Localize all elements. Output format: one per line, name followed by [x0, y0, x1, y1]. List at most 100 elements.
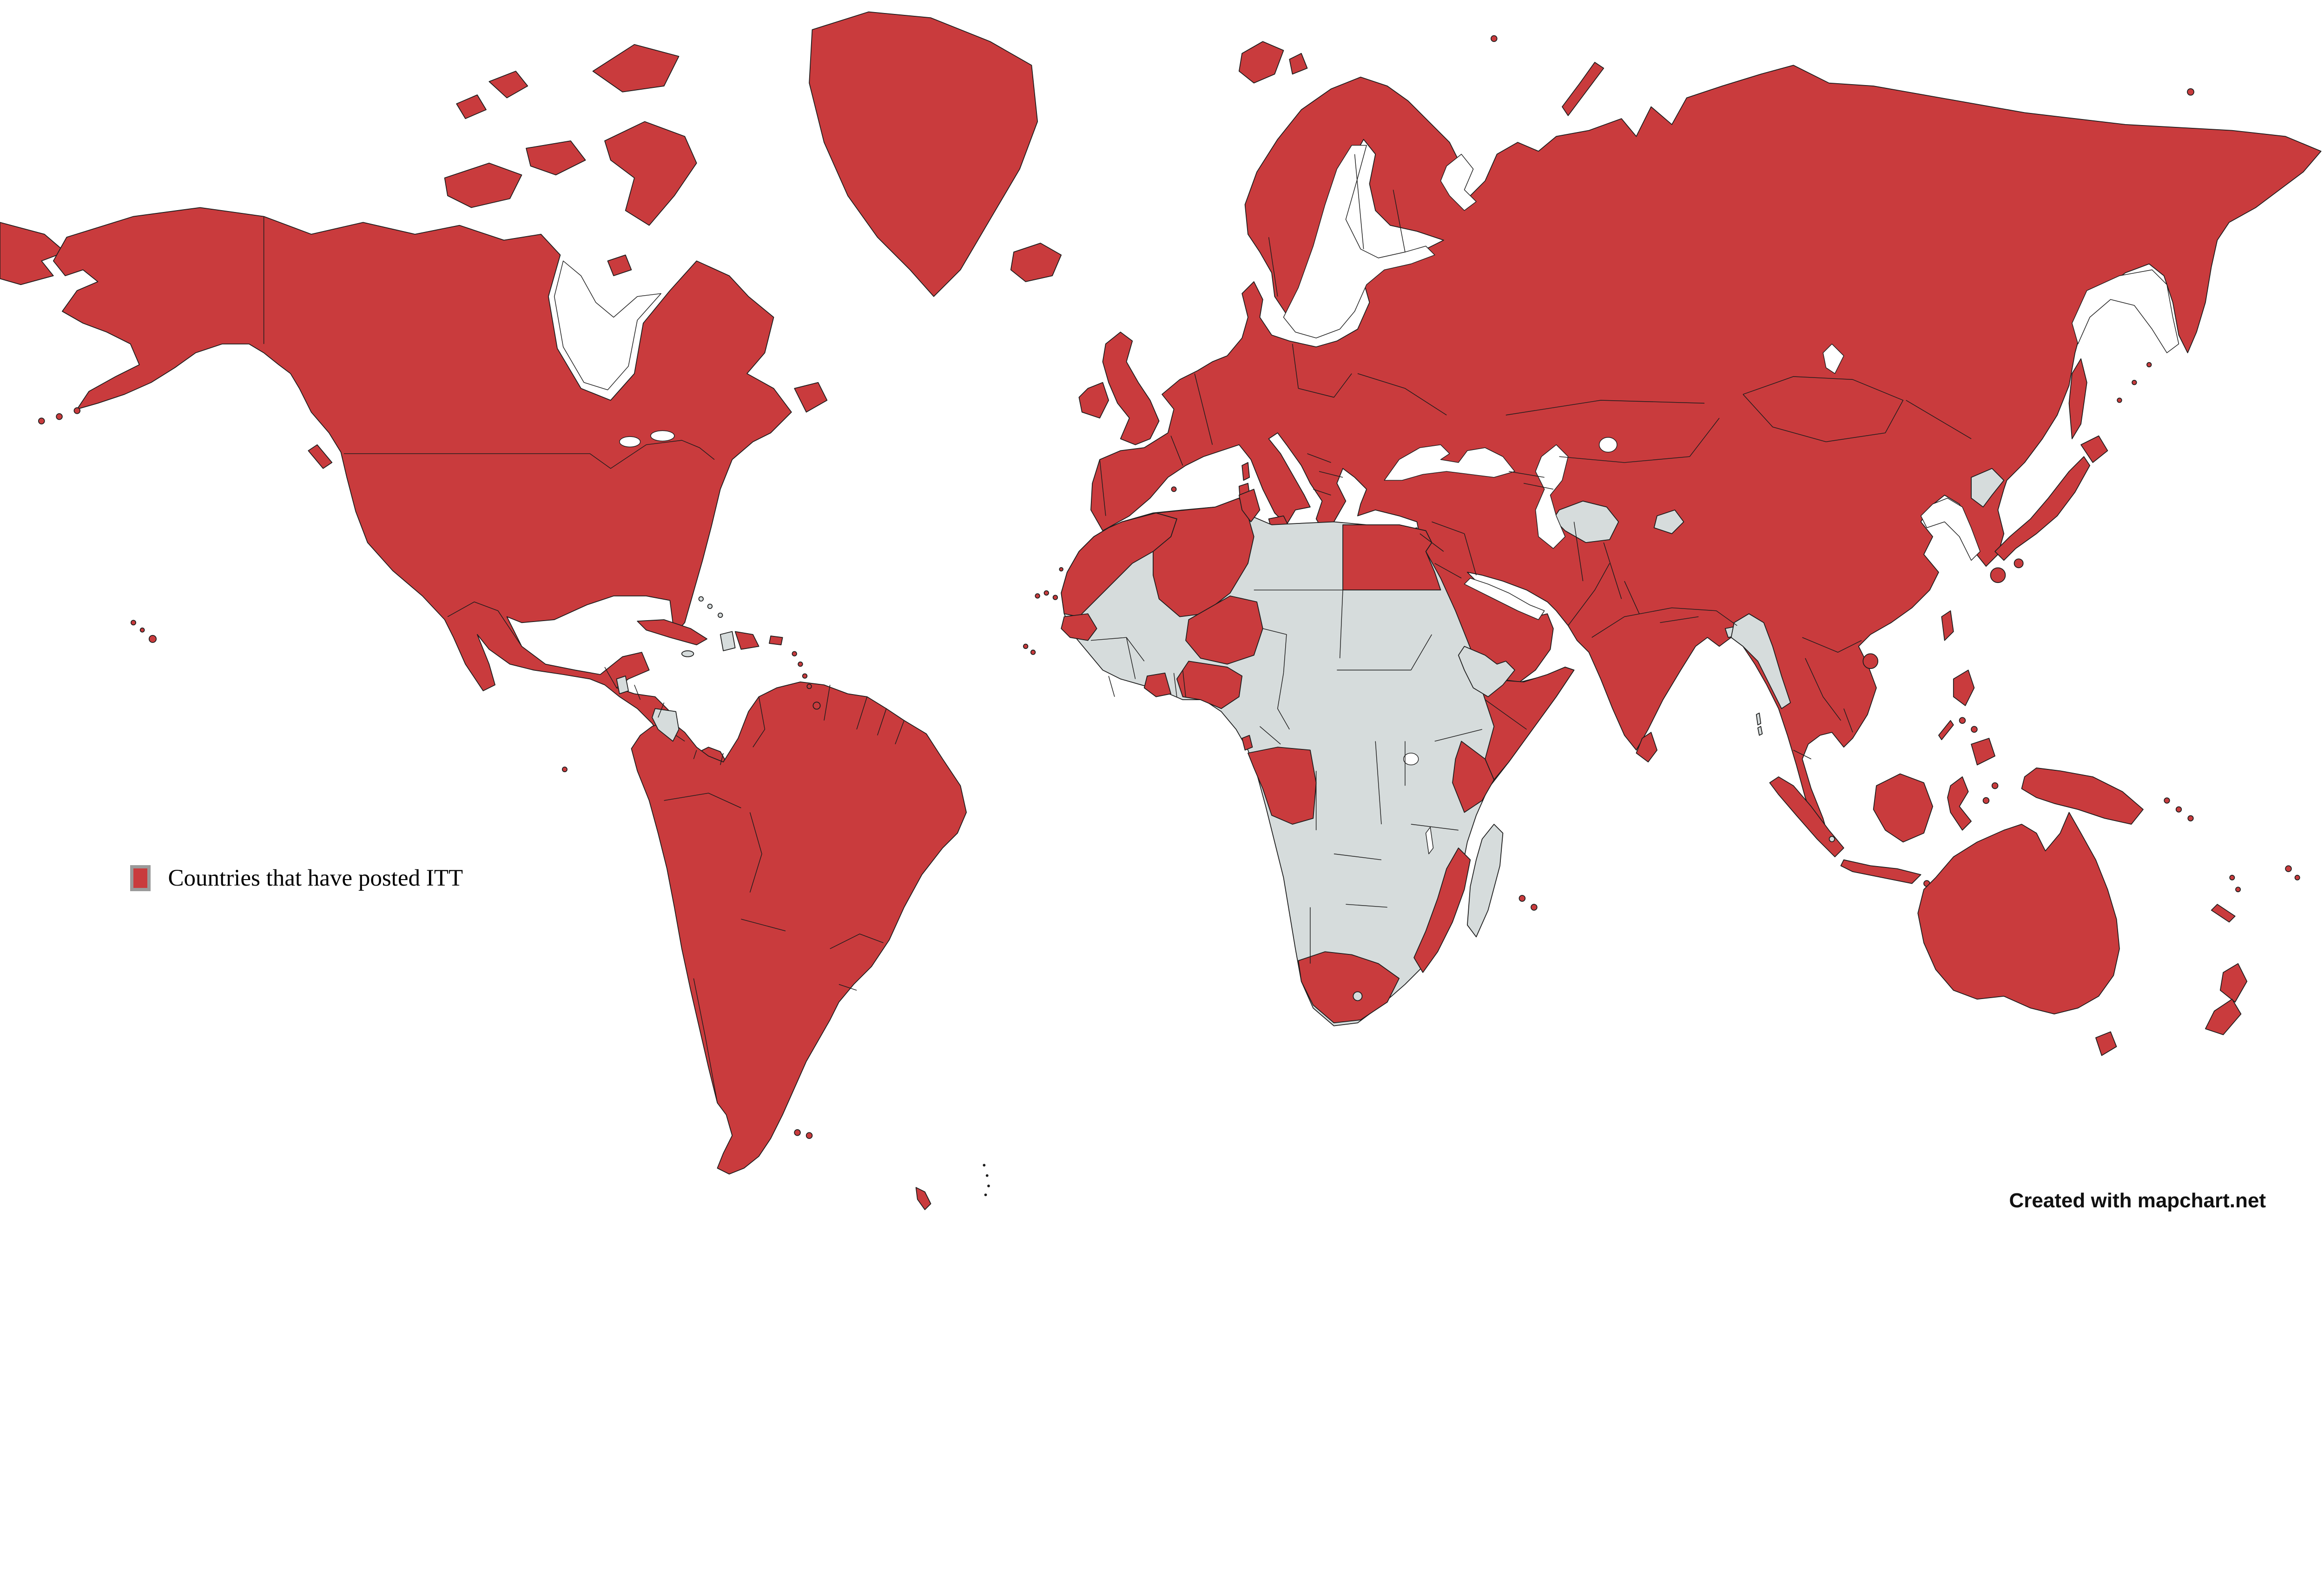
country-puerto-rico [769, 635, 783, 646]
lake-victoria [1403, 753, 1419, 766]
seas [554, 145, 2179, 854]
region-galapagos [561, 767, 568, 772]
region-sulawesi [1947, 776, 1972, 831]
border-us-mexico [447, 601, 522, 647]
legend: Countries that have posted ITT [130, 865, 463, 892]
border-himalaya [1568, 563, 1737, 638]
region-solomon-3 [2187, 815, 2194, 821]
region-chukotka-wrap-left [0, 222, 66, 285]
region-fiji-2 [2294, 874, 2300, 880]
region-ireland [1078, 382, 1109, 419]
country-yemen [1458, 646, 1515, 697]
sea-black-sea [1384, 444, 1515, 481]
legend-label: Countries that have posted ITT [168, 865, 463, 891]
speck-4 [984, 1193, 987, 1197]
region-honshu [1994, 456, 2091, 561]
sea-hudson-bay [554, 260, 661, 391]
region-palawan [1938, 720, 1954, 741]
country-overlays [616, 468, 2005, 1024]
region-andaman-islands [1756, 712, 1763, 736]
region-sri-lanka [1636, 732, 1657, 762]
region-nz-north-island [2219, 963, 2248, 1003]
region-baffin-island [604, 121, 697, 226]
speck-3 [987, 1185, 990, 1187]
region-visayas-1 [1959, 717, 1966, 724]
country-egypt [1342, 524, 1441, 591]
country-nigeria [1176, 661, 1243, 709]
region-antilles-1 [792, 651, 797, 656]
country-senegal [1061, 613, 1097, 641]
region-hokkaido [2080, 435, 2108, 463]
region-trinidad [812, 702, 821, 710]
region-kyushu [1990, 567, 2006, 583]
country-cuba [637, 619, 707, 646]
region-mindanao [1971, 738, 1995, 766]
region-hainan [1862, 653, 1879, 669]
border-southern-africa [1310, 771, 1387, 964]
border-south-america [664, 685, 887, 1103]
sea-okhotsk [2072, 269, 2179, 353]
region-ellesmere-island [592, 44, 680, 93]
border-central-asia [1505, 400, 1720, 463]
region-hawaii-2 [139, 627, 145, 633]
lake-malawi [1425, 827, 1434, 854]
region-kuril-1 [2117, 397, 2122, 403]
sea-white-sea [1440, 153, 1477, 211]
region-south-america [631, 681, 967, 1175]
region-arctic-island [526, 140, 586, 176]
border-mongolia [1743, 376, 1904, 443]
region-iceland [1010, 243, 1062, 282]
region-fiji-1 [2285, 865, 2292, 872]
border-balkans [1307, 453, 1343, 496]
legend-swatch [130, 865, 151, 891]
region-south-georgia [915, 1187, 931, 1210]
border-guyanas [895, 720, 905, 745]
lake-baikal [1822, 344, 1844, 374]
border-central-europe [1194, 344, 1447, 445]
internal-borders [263, 154, 1972, 1103]
region-antilles-4 [806, 683, 812, 689]
region-falkland-2 [805, 1132, 813, 1139]
border-caucasus [1509, 471, 1553, 490]
region-reunion [1519, 895, 1526, 902]
region-solomon-1 [2164, 797, 2170, 804]
border-indochina [1793, 637, 1862, 760]
region-corsica [1241, 462, 1250, 481]
sea-yellow-bohai [1920, 497, 1981, 561]
region-franz-josef [1491, 35, 1498, 42]
country-somalia [1479, 667, 1575, 781]
border-east-africa [1375, 699, 1527, 831]
region-new-guinea [2021, 767, 2144, 825]
region-vanuatu-2 [2235, 887, 2241, 893]
border-central-america [604, 667, 724, 765]
country-lesotho [1353, 991, 1363, 1001]
region-kuril-3 [2146, 362, 2152, 368]
border-russia-china-ne [1906, 400, 1972, 439]
region-southampton-island [607, 254, 632, 277]
country-bahamas-2 [707, 603, 713, 609]
country-niger [1185, 596, 1263, 665]
country-haiti [720, 631, 736, 651]
sea-aral [1598, 437, 1618, 453]
region-taiwan [1941, 610, 1954, 641]
country-kenya [1452, 741, 1495, 813]
country-south-africa [1298, 951, 1400, 1024]
region-united-kingdom [1102, 331, 1160, 445]
border-us-canada [343, 440, 715, 469]
region-canary-3 [1052, 595, 1058, 600]
credit-text: Created with mapchart.net [2009, 1189, 2266, 1212]
border-sahara [1254, 589, 1432, 673]
region-canary-2 [1043, 590, 1049, 596]
region-moluccas-1 [1982, 797, 1990, 804]
region-kuril-2 [2132, 380, 2137, 385]
country-cabinda [1241, 735, 1253, 751]
landmasses [0, 11, 2322, 1210]
country-myanmar [1730, 613, 1791, 709]
region-aleutian-2 [56, 413, 63, 420]
region-aleutian-1 [38, 417, 45, 424]
sea-caspian [1535, 444, 1569, 549]
region-shikoku [2014, 558, 2024, 569]
border-central-africa [1259, 673, 1290, 745]
border-iran-afghan-pak [1573, 522, 1640, 614]
country-bahamas-1 [698, 596, 704, 602]
